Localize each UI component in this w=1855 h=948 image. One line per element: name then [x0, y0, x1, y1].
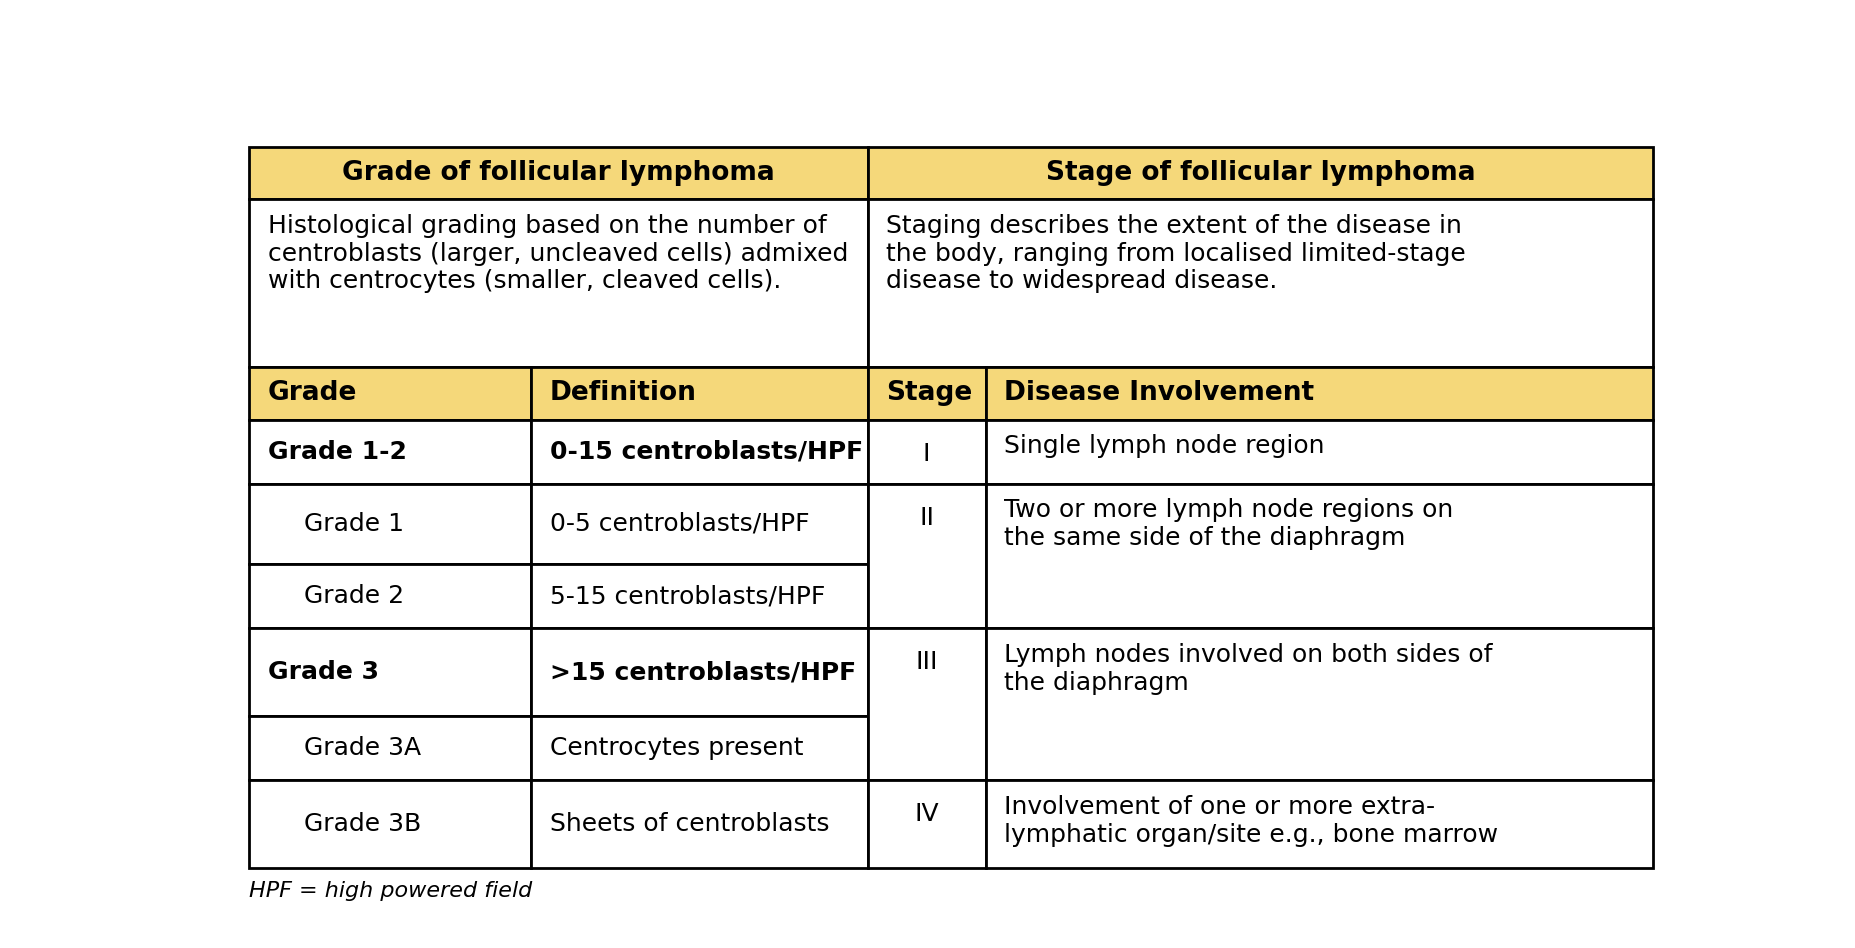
Text: Histological grading based on the number of
centroblasts (larger, uncleaved cell: Histological grading based on the number…: [267, 213, 848, 293]
Text: Stage of follicular lymphoma: Stage of follicular lymphoma: [1044, 160, 1475, 186]
Bar: [531, 780, 868, 867]
Text: Two or more lymph node regions on
the same side of the diaphragm: Two or more lymph node regions on the sa…: [1004, 499, 1452, 550]
Text: Staging describes the extent of the disease in
the body, ranging from localised : Staging describes the extent of the dise…: [887, 213, 1465, 293]
Bar: [985, 629, 1653, 780]
Bar: [531, 564, 868, 629]
Bar: [868, 420, 985, 483]
Bar: [531, 420, 868, 483]
Bar: [249, 716, 531, 780]
Bar: [985, 420, 1653, 483]
Bar: [249, 483, 531, 564]
Text: Grade 3A: Grade 3A: [304, 736, 421, 760]
Text: Grade 3: Grade 3: [267, 660, 378, 684]
Text: Stage: Stage: [887, 380, 972, 407]
Text: I: I: [922, 442, 929, 465]
Text: Sheets of centroblasts: Sheets of centroblasts: [549, 812, 829, 836]
Bar: [531, 483, 868, 564]
Text: >15 centroblasts/HPF: >15 centroblasts/HPF: [549, 660, 855, 684]
Text: 0-15 centroblasts/HPF: 0-15 centroblasts/HPF: [549, 440, 863, 464]
Bar: [868, 367, 985, 420]
Text: Grade 3B: Grade 3B: [304, 812, 421, 836]
Bar: [531, 367, 868, 420]
Text: Grade 1: Grade 1: [304, 512, 404, 536]
Text: Involvement of one or more extra-
lymphatic organ/site e.g., bone marrow: Involvement of one or more extra- lympha…: [1004, 794, 1497, 847]
Bar: [868, 199, 1653, 367]
Bar: [985, 367, 1653, 420]
Bar: [868, 483, 985, 629]
Bar: [868, 780, 985, 867]
Text: 5-15 centroblasts/HPF: 5-15 centroblasts/HPF: [549, 584, 825, 609]
Text: Lymph nodes involved on both sides of
the diaphragm: Lymph nodes involved on both sides of th…: [1004, 643, 1491, 695]
Bar: [531, 716, 868, 780]
Text: Grade 2: Grade 2: [304, 584, 404, 609]
Bar: [985, 780, 1653, 867]
Bar: [249, 564, 531, 629]
Bar: [868, 147, 1653, 199]
Text: Grade 1-2: Grade 1-2: [267, 440, 406, 464]
Text: 0-5 centroblasts/HPF: 0-5 centroblasts/HPF: [549, 512, 809, 536]
Bar: [249, 147, 868, 199]
Bar: [249, 199, 868, 367]
Text: IV: IV: [915, 802, 939, 826]
Bar: [985, 483, 1653, 629]
Text: Grade of follicular lymphoma: Grade of follicular lymphoma: [341, 160, 775, 186]
Bar: [249, 780, 531, 867]
Text: Definition: Definition: [549, 380, 696, 407]
Bar: [249, 420, 531, 483]
Bar: [249, 367, 531, 420]
Bar: [249, 629, 531, 716]
Text: Grade: Grade: [267, 380, 358, 407]
Text: Single lymph node region: Single lymph node region: [1004, 434, 1324, 458]
Bar: [531, 629, 868, 716]
Bar: [868, 629, 985, 780]
Text: Disease Involvement: Disease Involvement: [1004, 380, 1313, 407]
Text: Centrocytes present: Centrocytes present: [549, 736, 803, 760]
Text: HPF = high powered field: HPF = high powered field: [249, 881, 532, 901]
Text: II: II: [918, 505, 933, 530]
Text: III: III: [915, 650, 937, 674]
